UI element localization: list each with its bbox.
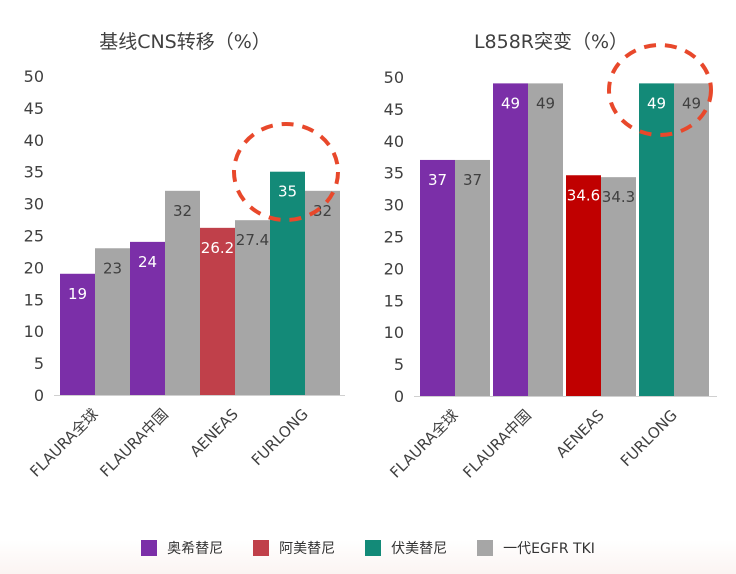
bar-value-label: 32 — [313, 202, 332, 220]
highlight-circle — [232, 122, 340, 222]
y-tick-label: 40 — [24, 131, 44, 150]
legend-label: 奥希替尼 — [167, 541, 224, 557]
bar — [566, 175, 601, 396]
legend: 奥希替尼 阿美替尼 伏美替尼 一代EGFR TKI — [0, 536, 736, 560]
bar — [200, 227, 235, 395]
bar-value-label: 34.3 — [602, 188, 635, 206]
y-tick-label: 25 — [384, 228, 404, 247]
bar-value-label: 32 — [173, 202, 192, 220]
y-tick-label: 45 — [24, 99, 44, 118]
legend-item-osimertinib: 奥希替尼 — [141, 538, 223, 558]
y-tick-label: 45 — [384, 100, 404, 119]
y-tick-label: 20 — [24, 258, 44, 277]
bar-value-label: 35 — [278, 183, 297, 201]
highlight-circle — [607, 43, 713, 137]
bar-value-label: 49 — [501, 94, 520, 112]
bar — [305, 190, 340, 395]
bar-value-label: 19 — [68, 285, 87, 303]
x-category-label: AENEAS — [187, 405, 242, 460]
x-category-label: AENEAS — [553, 406, 608, 461]
y-tick-label: 5 — [394, 355, 404, 374]
bar-value-label: 49 — [647, 94, 666, 112]
y-tick-label: 20 — [384, 259, 404, 278]
legend-swatch — [141, 540, 158, 556]
y-tick-label: 40 — [384, 132, 404, 151]
y-tick-label: 30 — [24, 195, 44, 214]
legend-swatch — [365, 540, 382, 556]
bar-value-label: 26.2 — [201, 239, 234, 257]
bar — [420, 159, 455, 396]
bar — [60, 273, 95, 395]
bar — [601, 177, 636, 396]
x-category-label: FLAURA中国 — [459, 406, 534, 481]
y-tick-label: 50 — [384, 68, 404, 87]
y-tick-label: 30 — [384, 196, 404, 215]
y-tick-label: 25 — [24, 227, 44, 246]
legend-item-aumolertinib: 阿美替尼 — [253, 538, 335, 558]
y-tick-label: 0 — [394, 387, 404, 406]
y-tick-label: 0 — [34, 386, 44, 405]
bar-value-label: 37 — [428, 171, 447, 189]
y-tick-label: 35 — [384, 164, 404, 183]
bar — [493, 83, 528, 396]
bar — [639, 83, 674, 396]
bar — [270, 171, 305, 395]
bar — [235, 220, 270, 395]
bar — [95, 248, 130, 395]
legend-item-first-gen-tki: 一代EGFR TKI — [477, 538, 595, 558]
bar-value-label: 24 — [138, 253, 157, 271]
x-category-label: FURLONG — [617, 406, 681, 470]
bar — [130, 241, 165, 395]
x-category-label: FLAURA全球 — [26, 405, 101, 480]
legend-swatch — [253, 540, 270, 556]
bar — [165, 190, 200, 395]
y-tick-label: 5 — [34, 354, 44, 373]
y-tick-label: 15 — [384, 291, 404, 310]
y-tick-label: 10 — [384, 323, 404, 342]
bar-value-label: 49 — [682, 94, 701, 112]
y-tick-label: 35 — [24, 163, 44, 182]
bar — [674, 83, 709, 396]
x-category-label: FLAURA中国 — [96, 405, 171, 480]
bar-value-label: 37 — [463, 171, 482, 189]
y-tick-label: 50 — [24, 67, 44, 86]
bar — [455, 159, 490, 396]
y-tick-label: 10 — [24, 322, 44, 341]
bar-value-label: 34.6 — [567, 186, 600, 204]
bar — [528, 83, 563, 396]
legend-item-furmonertinib: 伏美替尼 — [365, 538, 447, 558]
x-category-label: FLAURA全球 — [386, 406, 461, 481]
legend-swatch — [477, 540, 494, 556]
bar-value-label: 23 — [103, 259, 122, 277]
legend-label: 伏美替尼 — [391, 541, 448, 557]
legend-label: 阿美替尼 — [279, 541, 336, 557]
bar-value-label: 49 — [536, 94, 555, 112]
chart-title: 基线CNS转移（%） — [99, 31, 271, 53]
x-category-label: FURLONG — [248, 405, 312, 469]
legend-label: 一代EGFR TKI — [503, 541, 595, 557]
bar-value-label: 27.4 — [236, 231, 269, 249]
chart-title: L858R突变（%） — [474, 31, 628, 53]
y-tick-label: 15 — [24, 290, 44, 309]
